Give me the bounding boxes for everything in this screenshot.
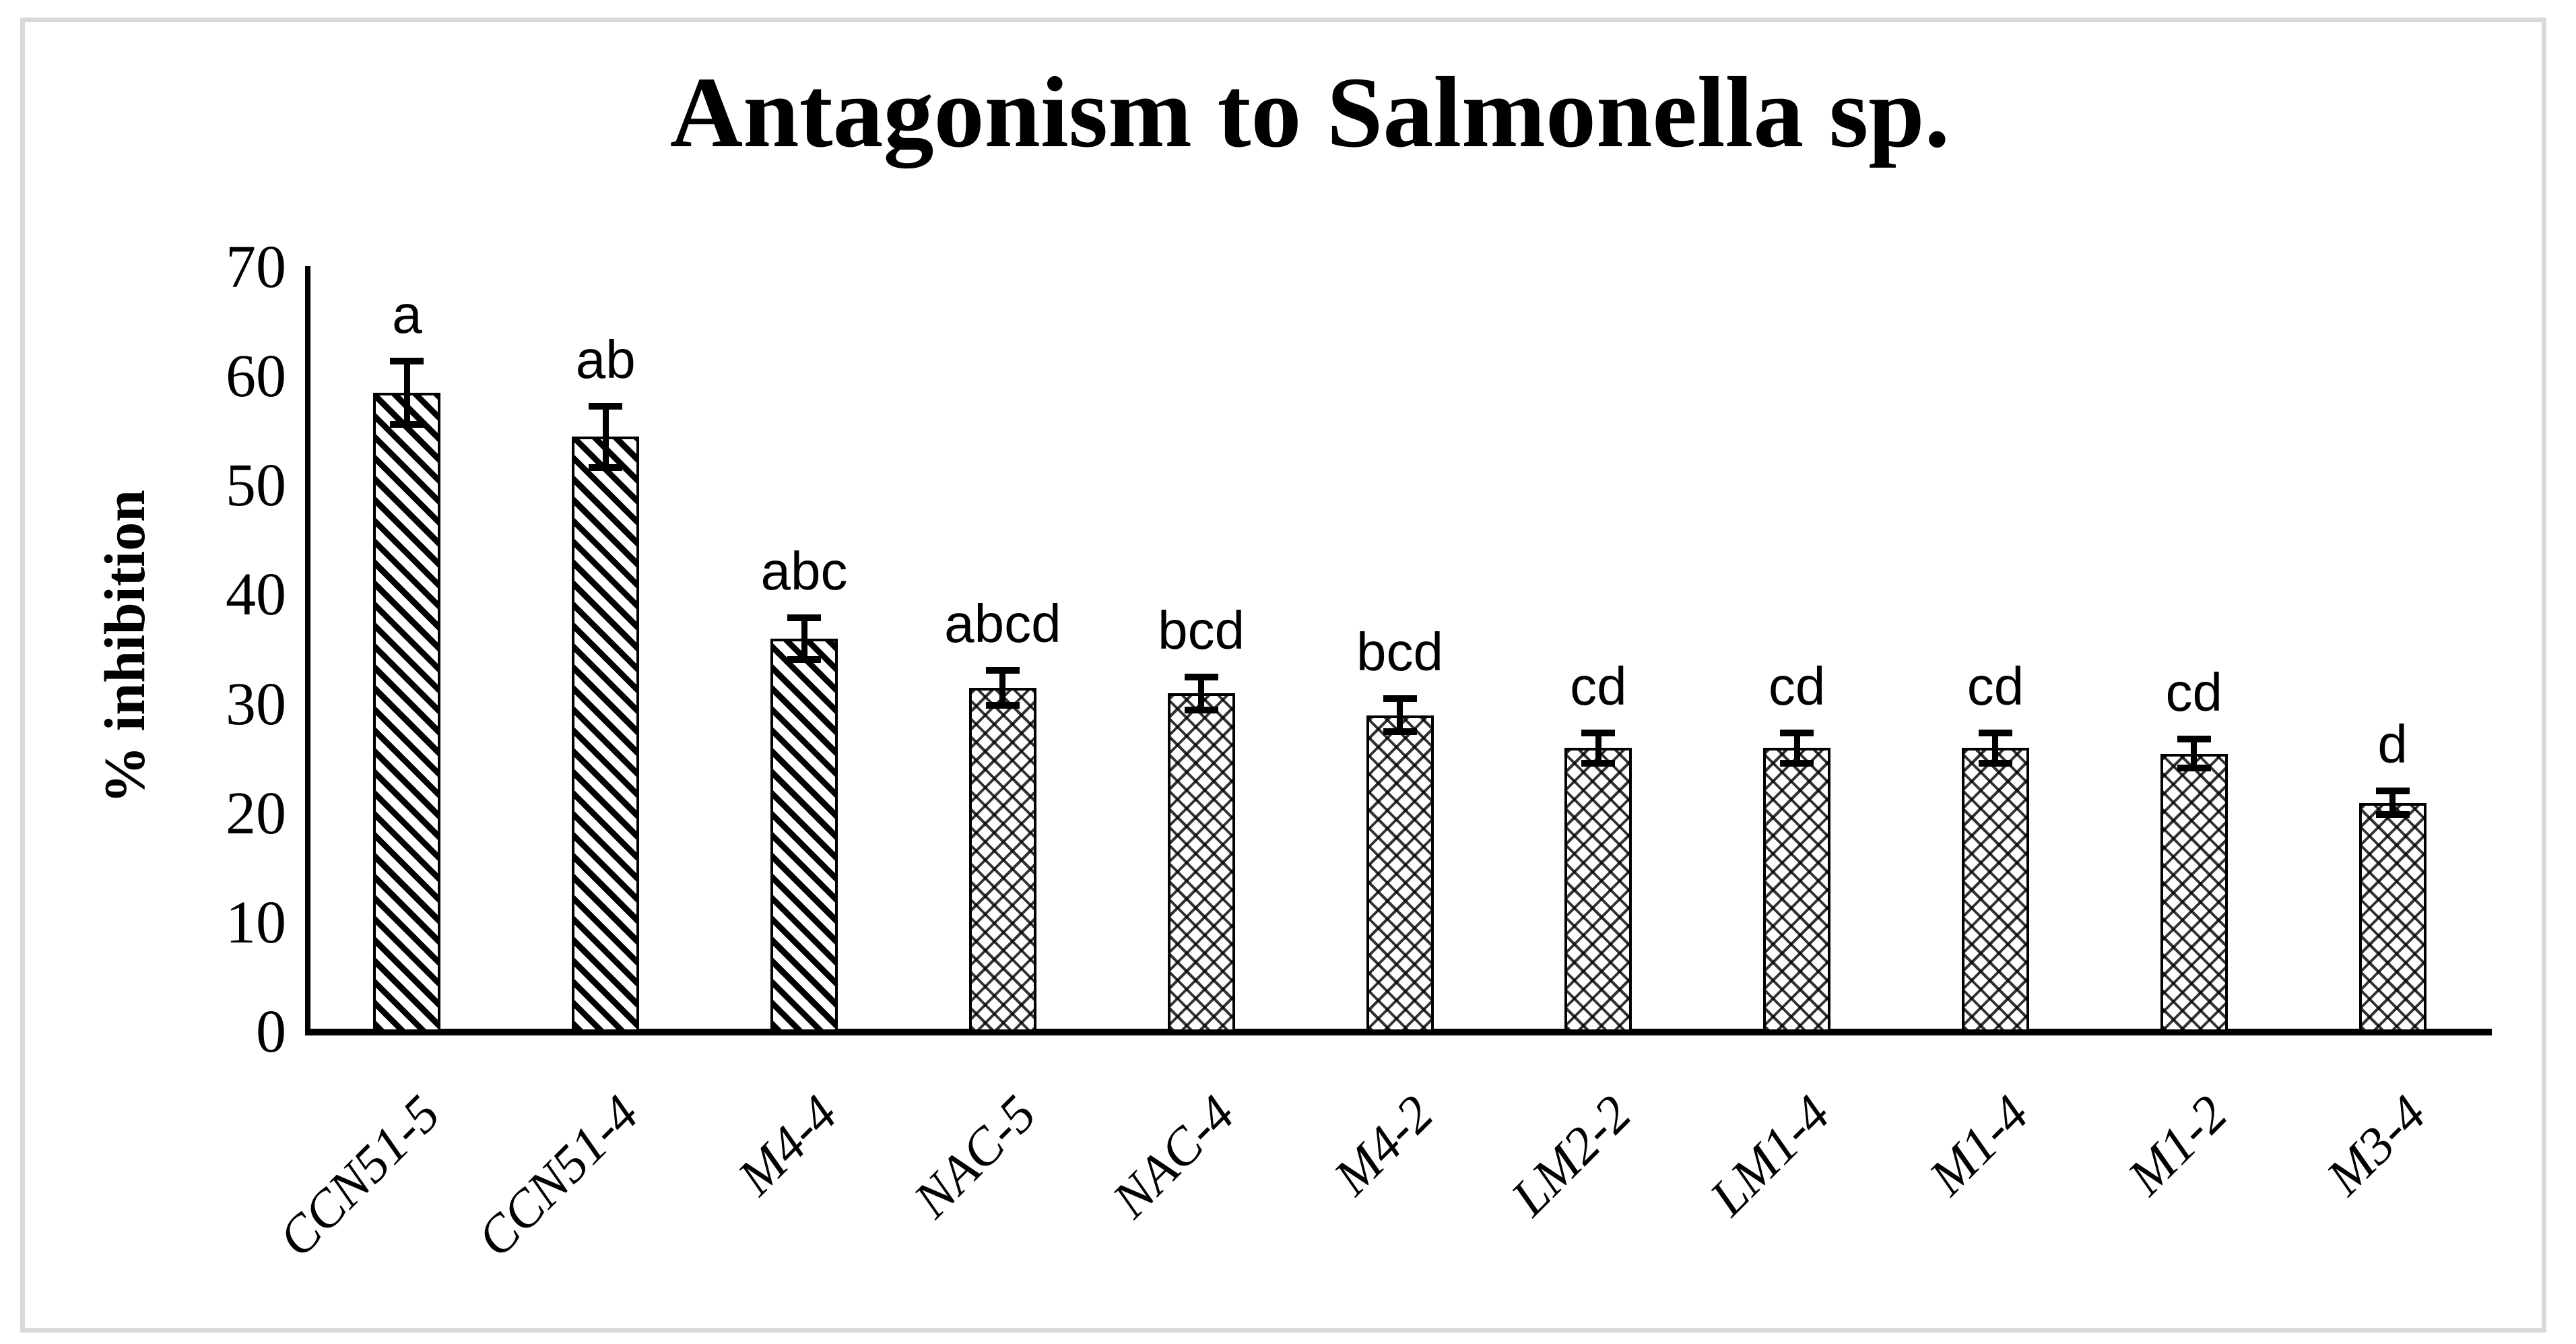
error-bar-line	[403, 361, 410, 425]
error-bar-cap	[2375, 787, 2410, 794]
y-tick-label: 30	[226, 670, 286, 738]
error-bar-line	[2389, 790, 2396, 815]
bar-M3-4	[2358, 802, 2426, 1032]
y-tick-label: 0	[256, 998, 286, 1065]
error-bar-cap	[1581, 760, 1616, 767]
error-bar-line	[602, 406, 609, 468]
error-bar-line	[1595, 732, 1601, 764]
bar-CCN51-5	[373, 393, 441, 1032]
error-bar-cap	[985, 702, 1020, 709]
bar-M4-4	[770, 639, 838, 1032]
error-bar-cap	[1581, 729, 1616, 736]
error-bar-cap	[2177, 736, 2211, 743]
significance-letter: cd	[1768, 655, 1826, 716]
significance-letter: ab	[575, 329, 636, 389]
error-bar-cap	[787, 656, 822, 664]
error-bar-cap	[390, 421, 424, 428]
error-bar-cap	[589, 463, 623, 471]
bar-M1-4	[1961, 748, 2029, 1032]
y-tick-label: 10	[226, 889, 286, 956]
significance-letter: bcd	[1158, 600, 1245, 661]
y-tick-label: 70	[226, 234, 286, 300]
significance-letter: cd	[1967, 655, 2024, 716]
error-bar-cap	[2375, 811, 2410, 819]
bar-LM1-4	[1763, 748, 1831, 1032]
error-bar-cap	[1780, 729, 1814, 736]
y-axis-line	[305, 266, 310, 1035]
error-bar-cap	[1978, 760, 2012, 767]
error-bar-cap	[787, 614, 822, 622]
slide-border-frame	[20, 18, 2546, 1333]
error-bar-line	[1198, 677, 1205, 710]
error-bar-cap	[1184, 706, 1218, 713]
significance-letter: cd	[1570, 655, 1627, 716]
significance-letter: a	[392, 284, 422, 345]
error-bar-cap	[985, 667, 1020, 674]
bar-M4-2	[1366, 715, 1434, 1032]
bar-M1-2	[2160, 753, 2228, 1032]
bar-NAC-4	[1167, 693, 1235, 1032]
error-bar-cap	[1780, 760, 1814, 767]
error-bar-cap	[390, 358, 424, 365]
chart-title: Antagonism to Salmonella sp.	[669, 57, 1950, 168]
error-bar-line	[1793, 732, 1800, 764]
error-bar-line	[1992, 732, 1999, 764]
error-bar-line	[1397, 699, 1403, 732]
x-axis-line	[305, 1029, 2492, 1035]
y-tick-label: 40	[226, 561, 286, 629]
significance-letter: d	[2377, 713, 2408, 774]
significance-letter: bcd	[1356, 622, 1443, 682]
error-bar-cap	[1184, 674, 1218, 681]
significance-letter: cd	[2165, 662, 2223, 723]
bar-LM2-2	[1564, 748, 1632, 1032]
bar-NAC-5	[968, 688, 1036, 1032]
y-tick-label: 50	[226, 452, 286, 519]
error-bar-line	[801, 618, 807, 660]
significance-letter: abcd	[944, 594, 1061, 654]
error-bar-cap	[589, 402, 623, 410]
y-tick-label: 20	[226, 779, 286, 847]
error-bar-cap	[2177, 764, 2211, 771]
error-bar-cap	[1383, 728, 1417, 736]
significance-letter: abc	[760, 541, 848, 602]
y-tick-label: 60	[226, 343, 286, 410]
error-bar-cap	[1383, 695, 1417, 703]
error-bar-line	[2191, 739, 2198, 768]
bar-CCN51-4	[572, 437, 640, 1032]
error-bar-cap	[1978, 729, 2012, 736]
error-bar-line	[999, 670, 1006, 706]
